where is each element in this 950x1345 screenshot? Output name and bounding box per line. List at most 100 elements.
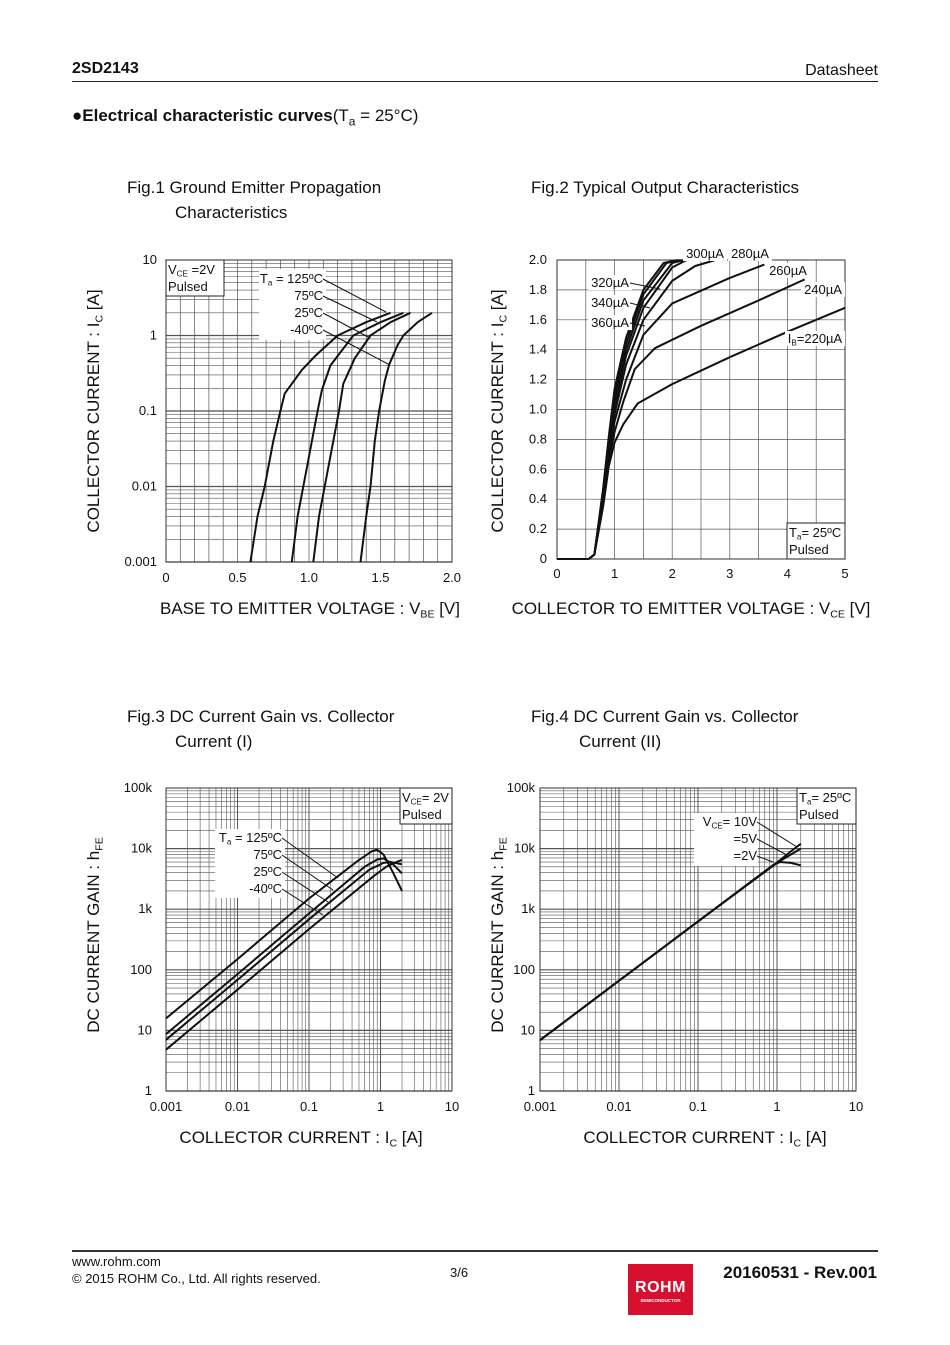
x-tick-label: 0.01: [225, 1099, 250, 1114]
x-tick-label: 0.1: [689, 1099, 707, 1114]
condition-label: Pulsed: [799, 807, 839, 822]
plot-frame: [165, 259, 453, 563]
plot-frame: [539, 787, 857, 1092]
condition-label: Ta= 25ºC: [799, 790, 851, 807]
label-background: [588, 295, 632, 310]
y-tick-label: 0.6: [529, 461, 547, 476]
y-tick-label: 0.2: [529, 521, 547, 536]
leader-line: [629, 322, 646, 327]
series-line-2V: [539, 861, 802, 1041]
footer-copyright: © 2015 ROHM Co., Ltd. All rights reserve…: [72, 1271, 321, 1286]
series-line-25C: [312, 311, 411, 563]
leader-line: [756, 838, 788, 856]
series-line-125C: [249, 311, 391, 563]
x-tick-label: 1.0: [300, 570, 318, 585]
y-tick-label: 100: [130, 962, 152, 977]
y-tick-label: 10: [143, 252, 157, 267]
gridlines: [165, 788, 452, 1092]
condition-label: Ta= 25ºC: [789, 525, 841, 542]
series-label: Ta = 125ºC: [219, 830, 282, 847]
x-tick-label: 10: [849, 1099, 863, 1114]
condition-label: VCE =2V: [168, 262, 215, 279]
condition-label: Pulsed: [789, 542, 829, 557]
page-number: 3/6: [450, 1265, 469, 1280]
series-line--40C: [359, 311, 433, 563]
x-tick-label: 4: [784, 566, 791, 581]
y-tick-label: 0.001: [124, 554, 157, 569]
series-label: =5V: [734, 831, 758, 846]
x-tick-label: 0: [553, 566, 560, 581]
y-axis-title: DC CURRENT GAIN : hFE: [488, 837, 509, 1032]
x-tick-label: 0.001: [150, 1099, 183, 1114]
leader-line: [322, 329, 391, 366]
series-label: VCE= 10V: [703, 814, 758, 831]
series-label: 25ºC: [253, 864, 282, 879]
y-tick-label: 1k: [138, 901, 152, 916]
label-background: [728, 246, 772, 261]
footer-divider: [72, 1250, 878, 1252]
section-title: Electrical characteristic curves: [82, 106, 333, 125]
section-heading: ●Electrical characteristic curves(Ta = 2…: [72, 106, 418, 128]
y-tick-label: 0.1: [139, 403, 157, 418]
y-tick-label: 1.2: [529, 372, 547, 387]
x-tick-label: 2: [669, 566, 676, 581]
y-tick-label: 0.01: [132, 479, 157, 494]
y-tick-label: 1.8: [529, 282, 547, 297]
label-background: [801, 282, 845, 297]
y-tick-label: 0.4: [529, 491, 547, 506]
y-tick-label: 1.6: [529, 312, 547, 327]
leader-line: [756, 855, 774, 863]
x-tick-label: 0.01: [606, 1099, 631, 1114]
series-label: 75ºC: [294, 288, 323, 303]
y-tick-label: 1.0: [529, 402, 547, 417]
x-tick-label: 1: [611, 566, 618, 581]
series-label: =2V: [734, 848, 758, 863]
y-tick-label: 100k: [507, 780, 536, 795]
chart-fig2: 0 1 2 3 4 5 0 0.2 0.4 0.6 0.8 1.0 1.2 1.4 1.6 1.8 2.0 COL…: [488, 246, 870, 620]
rohm-logo: ROHM SEMICONDUCTOR: [628, 1264, 693, 1315]
leader-line: [281, 888, 324, 916]
condition-label: Pulsed: [402, 807, 442, 822]
condition-label: VCE= 2V: [402, 790, 449, 807]
leader-line: [322, 278, 387, 313]
y-tick-label: 10: [521, 1022, 535, 1037]
leader-line: [281, 837, 339, 879]
chart-fig4: 0.001 0.01 0.1 1 10 1 10 100 1k 10k 100k COLLECTOR …: [488, 780, 863, 1149]
y-tick-label: 0: [540, 551, 547, 566]
series-line-25C: [165, 861, 403, 1041]
part-number: 2SD2143: [72, 60, 139, 77]
series-label: 320µA: [591, 275, 629, 290]
x-tick-label: 0.1: [300, 1099, 318, 1114]
series-label: IB=220µA: [788, 331, 843, 348]
x-axis-title: BASE TO EMITTER VOLTAGE : VBE [V]: [160, 599, 460, 620]
series-label: -40ºC: [290, 322, 323, 337]
x-tick-label: 2.0: [443, 570, 461, 585]
y-tick-label: 10k: [131, 841, 152, 856]
leader-line: [322, 312, 371, 339]
x-tick-label: 1.5: [371, 570, 389, 585]
series-line-75C: [290, 311, 404, 563]
fig4-title: Fig.4 DC Current Gain vs. Collector Curre…: [531, 707, 799, 751]
fig2-title: Fig.2 Typical Output Characteristics: [531, 178, 800, 197]
x-tick-label: 1: [377, 1099, 384, 1114]
y-tick-label: 2.0: [529, 252, 547, 267]
leader-line: [281, 871, 329, 903]
y-tick-label: 0.8: [529, 431, 547, 446]
series-label: 300µA: [686, 246, 724, 261]
conditions-box: [399, 787, 453, 825]
conditions-box: [165, 259, 225, 297]
legend-background: [694, 813, 758, 866]
header-divider: [72, 81, 878, 82]
conditions-box: [796, 787, 857, 825]
chart-fig1: 0 0.5 1.0 1.5 2.0 0.001 0.01 0.1 1 10 BASE TO EMIT…: [84, 252, 461, 620]
leader-line: [629, 302, 651, 309]
footer-website[interactable]: www.rohm.com: [72, 1254, 161, 1269]
y-axis-title: COLLECTOR CURRENT : IC [A]: [488, 289, 509, 532]
y-axis-title: COLLECTOR CURRENT : IC [A]: [84, 289, 105, 532]
series-label: 25ºC: [294, 305, 323, 320]
x-tick-label: 5: [841, 566, 848, 581]
series-label: 280µA: [731, 246, 769, 261]
label-background: [588, 315, 632, 330]
y-axis-title: DC CURRENT GAIN : hFE: [84, 837, 105, 1032]
